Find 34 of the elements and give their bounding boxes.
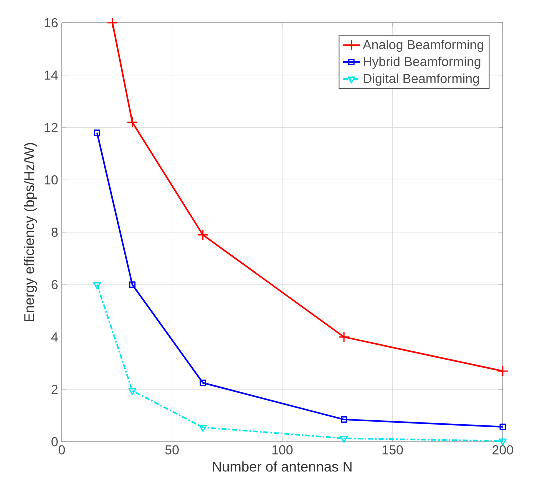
legend-label: Analog Beamforming — [363, 40, 484, 52]
y-tick-label: 8 — [52, 228, 58, 238]
point — [199, 425, 208, 432]
point — [126, 116, 138, 128]
point — [341, 416, 348, 423]
y-axis-title: Energy efficiency (bps/Hz/W) — [24, 143, 38, 322]
point — [340, 436, 348, 443]
y-tick-label: 0 — [52, 437, 58, 447]
point — [338, 332, 350, 343]
point — [107, 17, 118, 29]
x-tick-label: 0 — [58, 446, 66, 455]
x-tick-label: 150 — [382, 446, 404, 455]
y-tick-label: 4 — [52, 332, 58, 342]
point — [94, 130, 100, 136]
legend-label: Digital Beamforming — [364, 74, 480, 86]
point — [93, 282, 102, 290]
x-tick-label: 50 — [166, 446, 179, 455]
x-tick-label: 100 — [272, 446, 293, 455]
point — [198, 230, 209, 241]
point — [129, 282, 136, 288]
y-tick-label: 2 — [52, 385, 58, 394]
y-tick-label: 12 — [44, 123, 58, 132]
point — [497, 366, 509, 377]
point — [128, 388, 136, 396]
y-tick-label: 14 — [44, 70, 58, 80]
legend-label: Hybrid Beamforming — [364, 56, 481, 70]
y-tick-label: 10 — [44, 176, 58, 185]
point — [500, 424, 506, 430]
x-tick-label: 200 — [492, 446, 514, 455]
point — [499, 438, 507, 446]
y-tick-label: 6 — [52, 280, 58, 290]
point — [200, 380, 206, 386]
x-axis-title: Number of antennas N — [213, 462, 352, 472]
y-tick-label: 16 — [44, 18, 58, 28]
